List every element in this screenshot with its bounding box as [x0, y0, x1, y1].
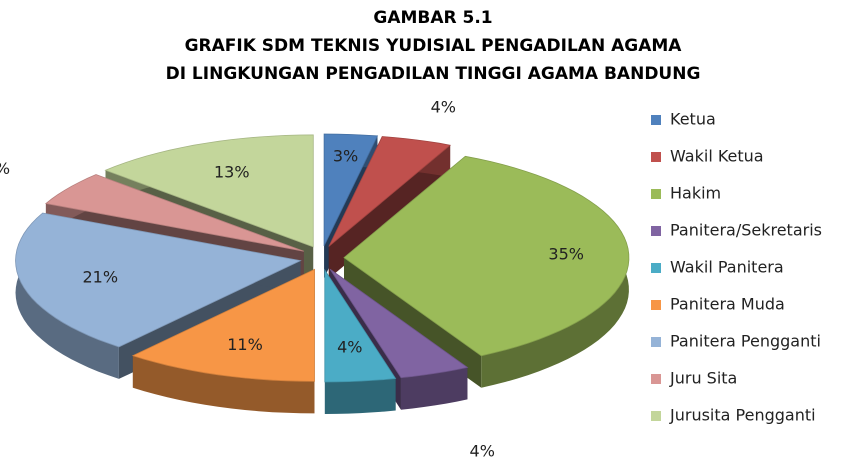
slice [343, 155, 630, 357]
legend-swatch [651, 300, 661, 310]
legend-label: Ketua [670, 110, 716, 129]
slice [104, 134, 314, 248]
slice-wall [132, 355, 315, 414]
legend-swatch [651, 411, 661, 421]
legend-label: Juru Sita [669, 369, 737, 388]
slice-wall [324, 378, 396, 414]
slice [15, 212, 302, 348]
slice [323, 133, 379, 247]
data-label: 4% [470, 442, 495, 461]
slice-wall [401, 367, 468, 410]
slice [324, 268, 397, 383]
pie-tops [15, 133, 630, 383]
chart-title: GAMBAR 5.1 [373, 8, 492, 28]
slice [44, 174, 304, 252]
legend-swatch [651, 337, 661, 347]
data-label: 13% [214, 162, 250, 181]
data-label: 4% [337, 337, 362, 356]
data-label: 3% [333, 146, 358, 165]
legend-label: Wakil Ketua [670, 147, 764, 166]
data-label: 11% [227, 335, 263, 354]
pie-labels: 3% 4% 35% 4% 4% 11% 21% 5% 13% [0, 98, 584, 461]
legend-swatch [651, 152, 661, 162]
legend-label: Panitera Pengganti [670, 332, 821, 351]
legend-swatch [651, 115, 661, 125]
legend-label: Wakil Panitera [670, 258, 784, 277]
legend-swatch [651, 226, 661, 236]
slice [131, 268, 315, 382]
legend-label: Hakim [670, 184, 721, 203]
data-label: 35% [548, 244, 584, 263]
slice [329, 268, 469, 379]
chart-title: GRAFIK SDM TEKNIS YUDISIAL PENGADILAN AG… [185, 36, 683, 56]
legend-swatch [651, 263, 661, 273]
data-label: 4% [431, 98, 456, 117]
legend-label: Panitera Muda [670, 295, 785, 314]
data-label: 21% [82, 268, 118, 287]
legend-label: Panitera/Sekretaris [670, 221, 822, 240]
legend: Ketua Wakil Ketua Hakim Panitera/Sekretaris… [651, 110, 822, 425]
legend-label: Jurusita Pengganti [669, 406, 816, 425]
data-label: 5% [0, 159, 10, 178]
legend-swatch [651, 189, 661, 199]
chart-title: DI LINGKUNGAN PENGADILAN TINGGI AGAMA BA… [166, 64, 701, 84]
slice [328, 136, 452, 247]
legend-swatch [651, 374, 661, 384]
